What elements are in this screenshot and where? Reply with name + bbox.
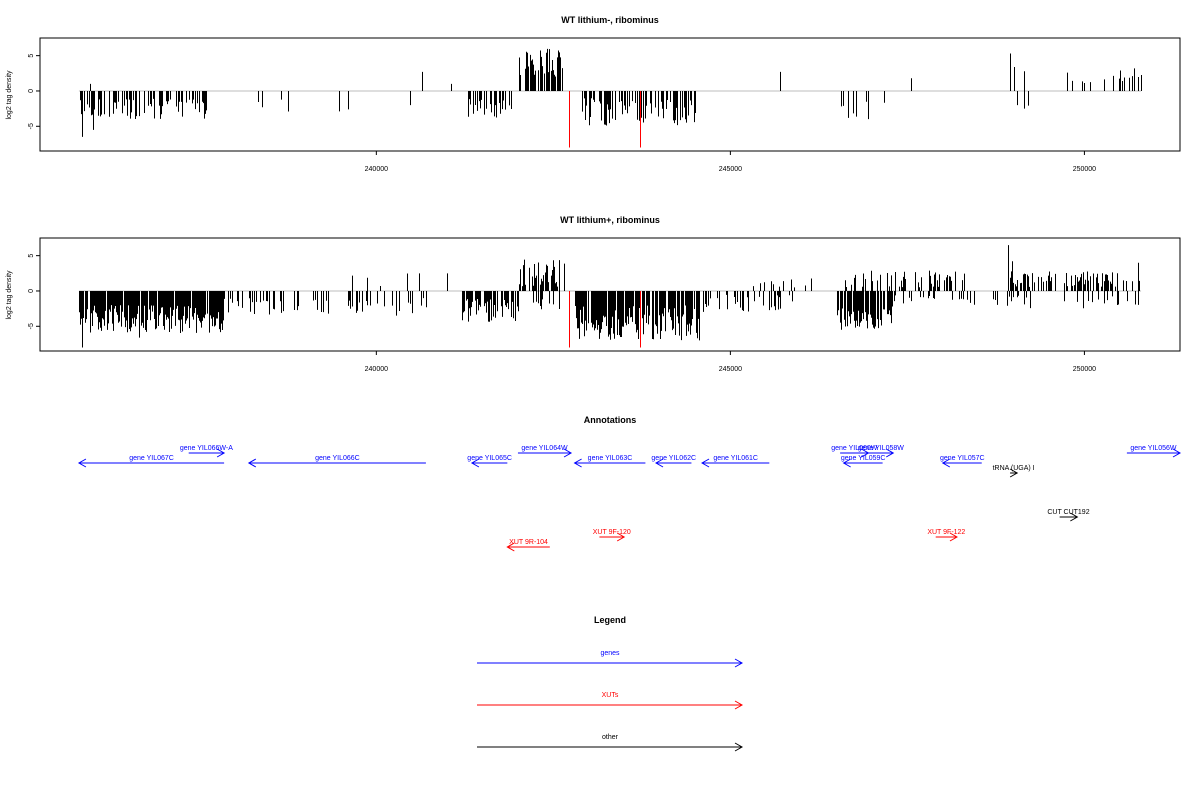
x-tick-label: 240000 bbox=[365, 166, 388, 173]
annotation-genes-feature: gene YIL059C bbox=[841, 455, 886, 468]
panel-1-title: WT lithium-, ribominus bbox=[561, 15, 659, 25]
y-tick-label: 0 bbox=[28, 289, 35, 293]
panel-2-x-axis: 240000 245000 250000 bbox=[365, 351, 1096, 373]
panel-1-x-axis: 240000 245000 250000 bbox=[365, 151, 1096, 173]
panel-lithium-minus: WT lithium-, ribominus 5 0 -5 240000 245000… bbox=[6, 15, 1181, 173]
legend-items: genes XUTs other bbox=[477, 650, 744, 752]
annotation-label: gene YIL064W bbox=[521, 445, 568, 452]
panel-2-title: WT lithium+, ribominus bbox=[560, 215, 660, 225]
annotation-label: gene YIL065C bbox=[467, 455, 512, 462]
panel-1-plot-box bbox=[39, 37, 1181, 152]
annotation-features: gene YIL066W-A gene YIL067C gene YIL066C ge… bbox=[77, 445, 1182, 552]
annotation-label: gene YIL066W-A bbox=[180, 445, 233, 452]
annotation-genes-feature: gene YIL057C bbox=[940, 455, 985, 468]
annotation-label: XUT 9F-120 bbox=[593, 529, 631, 536]
x-tick-label: 245000 bbox=[719, 366, 742, 373]
annotation-label: gene YIL066C bbox=[315, 455, 360, 462]
y-tick-label: -5 bbox=[28, 123, 35, 129]
annotation-genes-feature: gene YIL056W bbox=[1126, 445, 1182, 458]
annotation-label: gene YIL061C bbox=[713, 455, 758, 462]
legend-item-xuts: XUTs bbox=[477, 692, 744, 710]
annotation-xuts-feature: XUT 9R-104 bbox=[506, 539, 550, 552]
y-tick-label: 5 bbox=[28, 54, 35, 58]
panel-2-plot-box bbox=[39, 237, 1181, 352]
annotations-title: Annotations bbox=[584, 415, 637, 425]
y-tick-label: 0 bbox=[28, 89, 35, 93]
annotation-label: tRNA (UGA) I bbox=[993, 465, 1035, 472]
x-tick-label: 250000 bbox=[1073, 366, 1096, 373]
annotation-label: CUT CUT192 bbox=[1047, 509, 1089, 516]
panel-1-bars bbox=[78, 48, 1142, 148]
annotation-genes-feature: gene YIL063C bbox=[573, 455, 646, 468]
annotation-label: gene YIL056W bbox=[1130, 445, 1177, 452]
legend-item-genes: genes bbox=[477, 650, 744, 668]
legend: Legend genes XUTs other bbox=[477, 615, 744, 752]
panel-2-bars bbox=[78, 245, 1142, 348]
annotation-genes-feature: gene YIL067C bbox=[77, 455, 225, 468]
annotation-genes-feature: gene YIL058W bbox=[858, 445, 905, 458]
annotation-genes-feature: gene YIL064W bbox=[517, 445, 573, 458]
annotation-label: gene YIL060W bbox=[831, 445, 878, 452]
legend-item-other: other bbox=[477, 734, 744, 752]
panel-2-y-label: log2 tag density bbox=[6, 270, 13, 320]
annotation-genes-feature: gene YIL061C bbox=[701, 455, 770, 468]
legend-label: genes bbox=[600, 650, 620, 657]
x-tick-label: 245000 bbox=[719, 166, 742, 173]
annotation-other-feature: CUT CUT192 bbox=[1047, 509, 1090, 522]
y-tick-label: -5 bbox=[28, 323, 35, 329]
annotation-other-feature: tRNA (UGA) I bbox=[993, 465, 1035, 478]
panel-2-y-axis: 5 0 -5 bbox=[28, 254, 40, 329]
x-tick-label: 240000 bbox=[365, 366, 388, 373]
annotation-label: gene YIL062C bbox=[651, 455, 696, 462]
annotation-genes-feature: gene YIL066W-A bbox=[180, 445, 233, 458]
panel-lithium-plus: WT lithium+, ribominus 5 0 -5 240000 245000… bbox=[6, 215, 1181, 373]
annotation-label: gene YIL057C bbox=[940, 455, 985, 462]
annotation-label: XUT 9F-122 bbox=[927, 529, 965, 536]
annotation-label: gene YIL067C bbox=[129, 455, 174, 462]
panel-1-y-label: log2 tag density bbox=[6, 70, 13, 120]
annotation-xuts-feature: XUT 9F-120 bbox=[593, 529, 631, 542]
x-tick-label: 250000 bbox=[1073, 166, 1096, 173]
panel-1-y-axis: 5 0 -5 bbox=[28, 54, 40, 129]
legend-title: Legend bbox=[594, 615, 626, 625]
annotation-label: gene YIL059C bbox=[841, 455, 886, 462]
annotation-genes-feature: gene YIL066C bbox=[247, 455, 426, 468]
legend-label: other bbox=[602, 734, 619, 741]
annotation-genes-feature: gene YIL065C bbox=[467, 455, 512, 468]
annotation-label: gene YIL058W bbox=[858, 445, 905, 452]
annotation-label: XUT 9R-104 bbox=[509, 539, 548, 546]
legend-label: XUTs bbox=[602, 692, 619, 699]
annotation-genes-feature: gene YIL062C bbox=[651, 455, 696, 468]
annotation-xuts-feature: XUT 9F-122 bbox=[927, 529, 965, 542]
annotation-label: gene YIL063C bbox=[588, 455, 633, 462]
y-tick-label: 5 bbox=[28, 254, 35, 258]
